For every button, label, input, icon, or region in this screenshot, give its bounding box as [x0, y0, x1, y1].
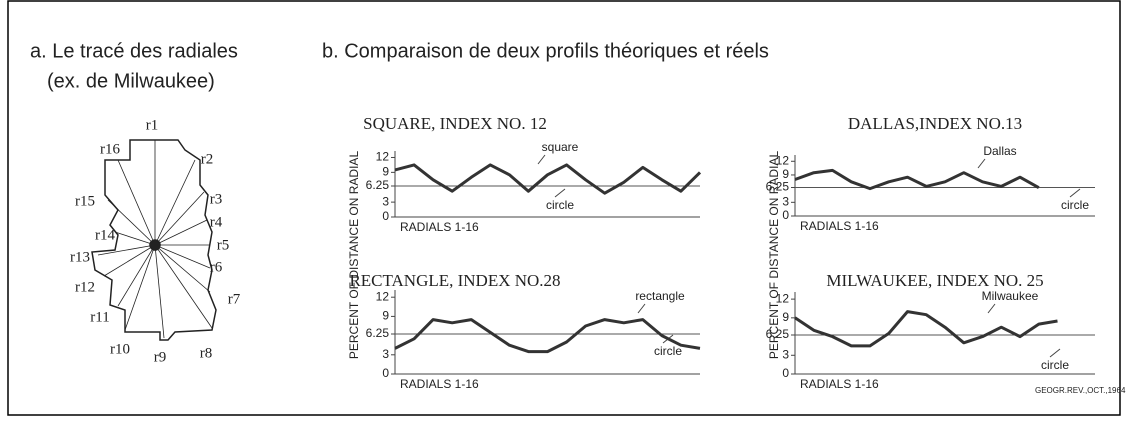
- pointer: [537, 154, 546, 165]
- radial-line: [117, 159, 156, 246]
- radial-label: r6: [210, 259, 223, 275]
- series-label: square: [542, 140, 579, 154]
- series-line: [794, 168, 1040, 191]
- reference-label: circle: [546, 198, 574, 212]
- pointer: [987, 303, 996, 314]
- y-tick-label: 6.25: [766, 180, 790, 194]
- panel-b-title: b. Comparaison de deux profils théorique…: [322, 40, 769, 62]
- pointer: [1069, 188, 1081, 198]
- radial-line: [154, 244, 211, 293]
- y-tick-label: 0: [382, 366, 389, 380]
- pointer: [977, 158, 986, 169]
- series-line: [794, 310, 1058, 348]
- series-line: [394, 163, 702, 195]
- radial-label: r8: [200, 345, 213, 361]
- reference-label: circle: [1041, 358, 1069, 372]
- radial-label: r3: [210, 191, 223, 207]
- radial-label: r15: [75, 193, 95, 209]
- y-tick-label: 12: [776, 153, 790, 167]
- series-label: rectangle: [635, 289, 685, 303]
- y-tick-label: 6.25: [366, 326, 390, 340]
- radial-label: r5: [217, 237, 230, 253]
- radial-label: r16: [100, 141, 120, 157]
- frame: [7, 0, 1121, 416]
- radial-label: r1: [146, 117, 159, 133]
- radial-label: r11: [90, 309, 109, 325]
- panel-a-subtitle: (ex. de Milwaukee): [47, 70, 215, 92]
- radial-label: r4: [210, 214, 223, 230]
- series-label: Dallas: [983, 144, 1016, 158]
- series-label: Milwaukee: [982, 289, 1039, 303]
- radial-label: r14: [95, 227, 115, 243]
- pointer: [554, 188, 566, 198]
- pointer: [637, 303, 646, 314]
- chart-title: DALLAS,INDEX NO.13: [848, 114, 1022, 133]
- pointer: [1049, 348, 1061, 358]
- radial-line: [114, 231, 156, 246]
- reference-label: circle: [654, 344, 682, 358]
- radial-label: r10: [110, 341, 130, 357]
- radial-line: [117, 244, 156, 307]
- reference-label: circle: [1061, 198, 1089, 212]
- radial-line: [154, 191, 205, 246]
- radial-line: [154, 244, 211, 269]
- y-tick-label: 9: [382, 165, 389, 179]
- y-tick-label: 9: [782, 167, 789, 181]
- y-tick-label: 9: [382, 309, 389, 323]
- radial-label: r7: [228, 291, 241, 307]
- y-tick-label: 9: [782, 310, 789, 324]
- x-axis-label: RADIALS 1-16: [800, 219, 879, 233]
- chart-title: RECTANGLE, INDEX NO.28: [349, 271, 560, 290]
- radial-label: r13: [70, 249, 90, 265]
- radial-line: [154, 159, 196, 246]
- y-tick-label: 3: [782, 194, 789, 208]
- y-tick-label: 12: [776, 291, 790, 305]
- source: GEOGR.REV.,OCT.,1964: [1035, 386, 1126, 395]
- radial-line: [103, 244, 156, 277]
- x-axis-label: RADIALS 1-16: [800, 377, 879, 391]
- y-tick-label: 0: [382, 209, 389, 223]
- y-tick-label: 0: [782, 208, 789, 222]
- y-tick-label: 6.25: [766, 327, 790, 341]
- x-axis-label: RADIALS 1-16: [400, 220, 479, 234]
- y-tick-label: 12: [376, 289, 390, 303]
- radial-line: [97, 244, 156, 256]
- chart-title: MILWAUKEE, INDEX NO. 25: [826, 271, 1043, 290]
- panel-a-title: a. Le tracé des radiales: [30, 40, 238, 62]
- radial-line: [154, 219, 208, 246]
- radial-line: [154, 244, 165, 339]
- y-tick-label: 3: [382, 347, 389, 361]
- radial-line: [107, 199, 156, 246]
- y-tick-label: 3: [782, 347, 789, 361]
- radial-line: [154, 244, 213, 329]
- radial-label: r9: [154, 349, 167, 365]
- city-outline: [91, 139, 217, 341]
- radial-label: r12: [75, 279, 95, 295]
- y-axis-label: PERCENT OF DISTANCE ON RADIAL: [767, 151, 781, 360]
- series-line: [394, 318, 701, 354]
- radial-label: r2: [201, 151, 214, 167]
- y-axis-label: PERCENT OF DISTANCE ON RADIAL: [347, 151, 361, 360]
- radial-line: [124, 244, 156, 331]
- y-tick-label: 6.25: [366, 178, 390, 192]
- y-tick-label: 3: [382, 194, 389, 208]
- chart-title: SQUARE, INDEX NO. 12: [363, 114, 547, 133]
- x-axis-label: RADIALS 1-16: [400, 377, 479, 391]
- y-tick-label: 0: [782, 366, 789, 380]
- y-tick-label: 12: [376, 150, 390, 164]
